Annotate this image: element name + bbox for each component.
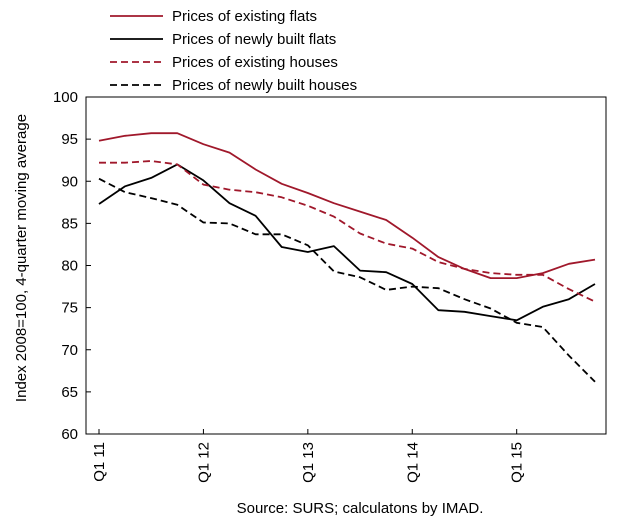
y-tick-label: 70 <box>61 342 78 359</box>
y-tick-label: 95 <box>61 131 78 148</box>
y-tick-label: 85 <box>61 215 78 232</box>
y-tick-label: 100 <box>53 89 78 106</box>
series-line-3 <box>99 160 596 303</box>
y-tick-label: 90 <box>61 173 78 190</box>
series-line-2 <box>98 163 596 322</box>
series-line-4 <box>98 177 596 383</box>
x-axis: Q1 11 Q1 12 Q1 13 Q1 14 Q1 15 <box>91 429 526 483</box>
x-tick-label: Q1 14 <box>404 442 421 483</box>
y-axis-title: Index 2008=100, 4-quarter moving average <box>13 114 30 402</box>
series-line-1 <box>98 132 596 280</box>
legend: Prices of existing flats Prices of newly … <box>110 8 357 94</box>
y-tick-label: 80 <box>61 258 78 275</box>
y-tick-label: 75 <box>61 300 78 317</box>
legend-label-4: Prices of newly built houses <box>172 77 357 94</box>
legend-label-2: Prices of newly built flats <box>172 31 336 48</box>
x-tick-label: Q1 11 <box>91 442 108 482</box>
series-layer <box>98 132 596 383</box>
x-tick-label: Q1 15 <box>509 442 526 483</box>
plot-area <box>85 96 607 435</box>
x-tick-label: Q1 13 <box>300 442 317 483</box>
y-axis: 60 65 70 75 80 85 90 95 100 <box>53 89 91 443</box>
y-tick-label: 65 <box>61 384 78 401</box>
plot-border <box>85 96 607 435</box>
y-tick-label: 60 <box>61 426 78 443</box>
legend-label-1: Prices of existing flats <box>172 8 317 25</box>
legend-label-3: Prices of existing houses <box>172 54 338 71</box>
source-note: Source: SURS; calculatons by IMAD. <box>237 500 484 517</box>
x-tick-label: Q1 12 <box>195 442 212 483</box>
